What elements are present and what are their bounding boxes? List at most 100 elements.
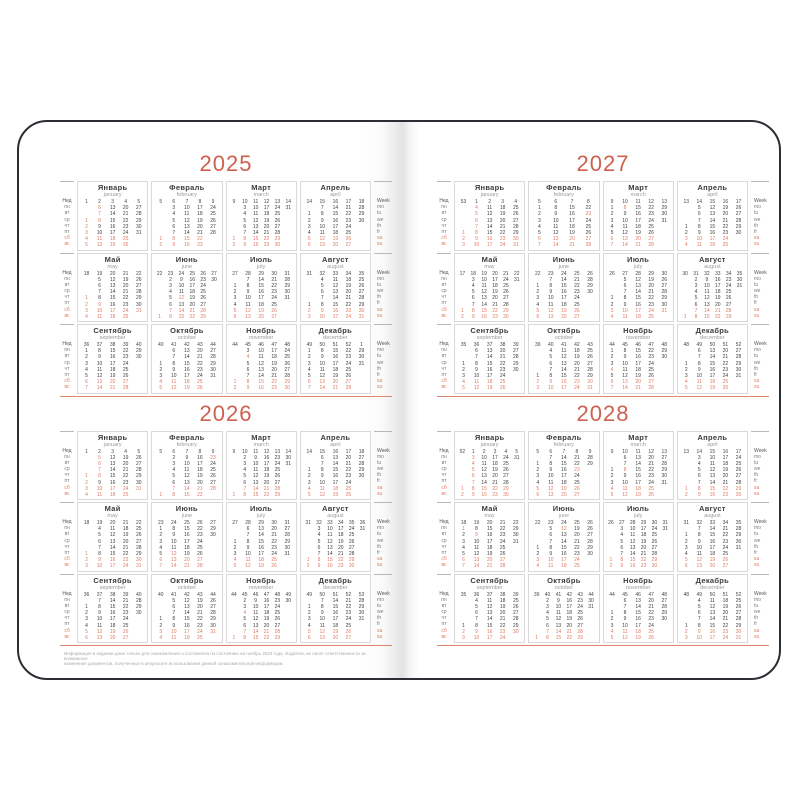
month-2028-march: Март march 9 10 11 12 13 6 13 20 27 7 14 21 28 1 8 15 22 29… (602, 430, 674, 500)
week-number: 13 (274, 448, 281, 455)
week-number: 6 (554, 199, 558, 206)
weekday-label: пн (64, 453, 70, 460)
weekday-labels-ru: Нед пн вт ср чт пт сб вс (60, 573, 74, 644)
week-numbers-row: 39 40 41 42 43 44 (531, 592, 596, 598)
weekday-label: вс (441, 312, 447, 319)
week-number: 3 (493, 448, 497, 455)
weekday-label: пн (441, 204, 447, 211)
day-cell: 4 (317, 532, 321, 539)
week-number: 14 (306, 199, 313, 206)
day-cell: 7 (246, 532, 250, 539)
day-cell: 3 (538, 217, 541, 224)
week-column-header-ru: Нед (62, 590, 72, 597)
day-cell: 20 (648, 597, 654, 604)
day-cell: 19 (122, 454, 129, 461)
day-cell: 4 (546, 610, 549, 617)
day-cell: 14 (709, 526, 716, 533)
day-cell: 18 (184, 379, 190, 386)
day-cell: 8 (697, 532, 701, 539)
day-cell: 26 (735, 205, 742, 212)
day-cell: 1 (159, 616, 163, 623)
week-number: 47 (263, 591, 270, 598)
day-row-we: 3 10 17 24 (531, 218, 596, 224)
day-cell: 9 (172, 622, 176, 629)
month-2028-june: Июнь june 22 23 24 25 26 5 12 19 26 6 13 20 27 7 14 21 28 1… (528, 502, 600, 572)
week-number: 48 (683, 591, 690, 598)
day-cell: 21 (122, 211, 129, 218)
day-cell: 2 (610, 301, 614, 308)
month-name-ru: Июнь (175, 504, 198, 513)
weekday-label: mo (377, 525, 384, 532)
day-cell: 5 (697, 467, 701, 474)
day-cell: 2 (243, 597, 247, 604)
day-cell: 24 (585, 217, 592, 224)
day-row-mo: 3 10 17 24 (680, 455, 745, 461)
day-row-th: 5 12 19 26 (229, 473, 294, 479)
day-cell: 8 (246, 538, 250, 545)
day-row-sa: 6 13 20 27 (154, 557, 219, 563)
day-cell: 7 (697, 526, 701, 533)
week-number: 8 (198, 448, 202, 455)
weekday-label: чт (64, 472, 70, 479)
day-cell: 24 (735, 454, 742, 461)
day-cell: 1 (85, 348, 88, 355)
day-cell: 10 (171, 628, 177, 635)
day-cell: 29 (735, 622, 742, 629)
day-cell: 26 (210, 597, 216, 604)
day-cell: 16 (486, 236, 493, 243)
day-cell: 10 (552, 217, 559, 224)
day-cell: 13 (709, 473, 716, 480)
day-row-sa: 6 13 20 27 (303, 379, 368, 385)
day-cell: 2 (536, 289, 540, 296)
day-cell: 25 (348, 532, 355, 539)
day-cell: 8 (98, 473, 101, 480)
day-cell: 23 (197, 366, 203, 373)
day-cell: 9 (254, 454, 258, 461)
day-cell: 15 (332, 211, 339, 218)
day-cell: 25 (271, 557, 277, 564)
weekday-label: вс (64, 312, 70, 319)
day-row-su: 4 11 18 25 (531, 563, 596, 569)
day-cell: 12 (171, 551, 177, 558)
day-cell: 31 (736, 282, 743, 289)
weekday-label: сб (64, 235, 70, 242)
day-cell: 29 (735, 485, 742, 492)
day-cell: 30 (135, 479, 142, 486)
day-cell: 13 (635, 282, 641, 289)
day-row-su: 5 12 19 26 (606, 492, 671, 498)
day-cell: 16 (635, 354, 641, 361)
day-cell: 5 (172, 217, 176, 224)
day-row-mo: 4 11 18 25 (303, 277, 368, 283)
day-row-th: 7 14 21 28 (680, 616, 745, 622)
day-cell: 26 (722, 385, 729, 392)
day-cell: 20 (715, 301, 721, 308)
day-cell: 18 (574, 348, 580, 355)
day-cell: 15 (555, 634, 562, 641)
day-cell: 2 (546, 597, 549, 604)
day-cell: 21 (271, 276, 277, 283)
day-cell: 9 (98, 223, 101, 230)
day-cell: 16 (332, 473, 339, 480)
day-cell: 10 (319, 313, 326, 320)
day-cell: 19 (486, 551, 493, 558)
day-row-th: 6 13 20 27 (303, 545, 368, 551)
day-cell: 6 (697, 211, 701, 218)
day-cell: 21 (574, 454, 580, 461)
weekday-label: mo (754, 453, 761, 460)
day-row-mo: 6 13 20 27 (229, 526, 294, 532)
day-cell: 7 (610, 385, 614, 392)
day-row-fr: 1 8 15 22 29 (303, 301, 368, 308)
day-cell: 22 (263, 236, 270, 243)
week-number: 39 (512, 591, 519, 598)
day-cell: 28 (135, 289, 142, 296)
day-cell: 21 (492, 479, 498, 486)
day-cell: 18 (635, 485, 641, 492)
day-row-sa: 7 14 21 28 (229, 486, 294, 492)
day-cell: 9 (554, 211, 558, 218)
day-cell: 7 (307, 385, 311, 392)
day-cell: 27 (661, 454, 667, 461)
weekday-labels-ru: Нед пн вт ср чт пт сб вс (60, 430, 74, 501)
weekday-label: пт (441, 478, 447, 485)
day-cell: 10 (481, 276, 487, 283)
weekday-label: su (377, 562, 383, 569)
